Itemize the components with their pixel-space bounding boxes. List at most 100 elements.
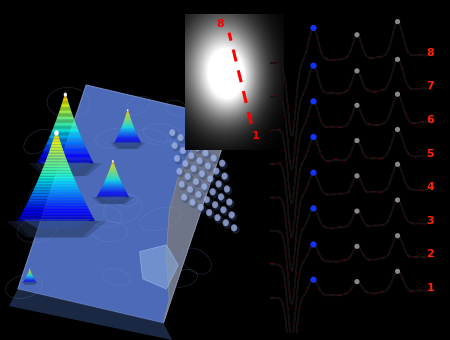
- Point: [394, 197, 401, 203]
- Polygon shape: [110, 167, 116, 168]
- Polygon shape: [58, 112, 72, 113]
- Polygon shape: [35, 186, 78, 187]
- Polygon shape: [40, 156, 90, 157]
- Polygon shape: [125, 117, 130, 118]
- Text: 7: 7: [427, 81, 434, 91]
- Polygon shape: [45, 160, 68, 161]
- Polygon shape: [115, 141, 140, 142]
- Polygon shape: [45, 147, 86, 148]
- Text: 2: 2: [427, 250, 434, 259]
- Point: [353, 244, 360, 249]
- Polygon shape: [98, 197, 127, 200]
- Polygon shape: [20, 215, 93, 217]
- Point: [394, 127, 401, 132]
- Circle shape: [215, 215, 223, 224]
- Circle shape: [232, 225, 239, 234]
- Polygon shape: [54, 124, 76, 125]
- Polygon shape: [22, 282, 37, 285]
- Circle shape: [213, 168, 219, 174]
- Polygon shape: [30, 197, 83, 198]
- Circle shape: [195, 145, 202, 154]
- Polygon shape: [63, 100, 68, 101]
- Polygon shape: [55, 132, 58, 134]
- Circle shape: [194, 144, 200, 151]
- Polygon shape: [56, 129, 57, 131]
- Polygon shape: [101, 188, 125, 189]
- Polygon shape: [115, 140, 140, 141]
- Polygon shape: [57, 117, 74, 118]
- Polygon shape: [50, 136, 81, 137]
- Polygon shape: [127, 110, 128, 111]
- Polygon shape: [18, 85, 232, 323]
- Circle shape: [231, 224, 237, 231]
- Polygon shape: [38, 161, 93, 162]
- Polygon shape: [14, 221, 99, 238]
- Polygon shape: [36, 183, 77, 184]
- Circle shape: [171, 142, 178, 149]
- Polygon shape: [27, 201, 86, 203]
- Circle shape: [206, 209, 212, 216]
- Polygon shape: [109, 171, 117, 172]
- Polygon shape: [41, 171, 72, 172]
- Circle shape: [225, 186, 232, 195]
- Polygon shape: [58, 114, 73, 116]
- Polygon shape: [28, 200, 85, 201]
- Circle shape: [186, 140, 194, 149]
- Polygon shape: [103, 184, 123, 185]
- Polygon shape: [127, 111, 129, 112]
- Polygon shape: [98, 193, 127, 194]
- Polygon shape: [125, 116, 130, 117]
- Circle shape: [190, 200, 198, 208]
- Polygon shape: [49, 151, 64, 152]
- Polygon shape: [34, 187, 79, 189]
- Circle shape: [204, 196, 210, 203]
- Circle shape: [202, 150, 208, 156]
- Polygon shape: [45, 163, 68, 165]
- Polygon shape: [42, 169, 71, 171]
- Polygon shape: [55, 121, 76, 123]
- Polygon shape: [32, 192, 81, 193]
- Polygon shape: [163, 102, 232, 323]
- Circle shape: [197, 158, 205, 167]
- Point: [310, 99, 317, 104]
- Point: [310, 170, 317, 175]
- Polygon shape: [122, 124, 133, 125]
- Circle shape: [212, 201, 218, 208]
- Polygon shape: [126, 113, 129, 114]
- Polygon shape: [49, 137, 82, 138]
- Polygon shape: [54, 126, 77, 128]
- Polygon shape: [40, 173, 73, 175]
- Polygon shape: [32, 190, 80, 192]
- Polygon shape: [62, 103, 69, 104]
- Point: [394, 19, 401, 24]
- Polygon shape: [116, 139, 140, 140]
- Circle shape: [208, 176, 216, 185]
- Polygon shape: [24, 282, 36, 283]
- Point: [310, 206, 317, 211]
- Polygon shape: [117, 137, 139, 138]
- Polygon shape: [61, 105, 70, 106]
- Circle shape: [203, 150, 211, 159]
- Point: [310, 134, 317, 140]
- Polygon shape: [122, 125, 133, 126]
- Polygon shape: [31, 195, 82, 197]
- Circle shape: [54, 130, 59, 136]
- Polygon shape: [64, 95, 67, 97]
- Circle shape: [207, 210, 215, 219]
- Polygon shape: [40, 162, 91, 169]
- Point: [353, 208, 360, 214]
- Polygon shape: [103, 185, 123, 186]
- Circle shape: [178, 135, 186, 144]
- Circle shape: [219, 194, 226, 203]
- Polygon shape: [51, 132, 80, 133]
- Polygon shape: [126, 115, 130, 116]
- Polygon shape: [38, 178, 75, 180]
- Polygon shape: [43, 150, 88, 151]
- Polygon shape: [127, 110, 128, 111]
- Polygon shape: [111, 164, 114, 165]
- Polygon shape: [59, 111, 72, 112]
- Polygon shape: [37, 181, 76, 183]
- Polygon shape: [108, 173, 118, 174]
- Polygon shape: [102, 186, 124, 187]
- Circle shape: [112, 160, 114, 163]
